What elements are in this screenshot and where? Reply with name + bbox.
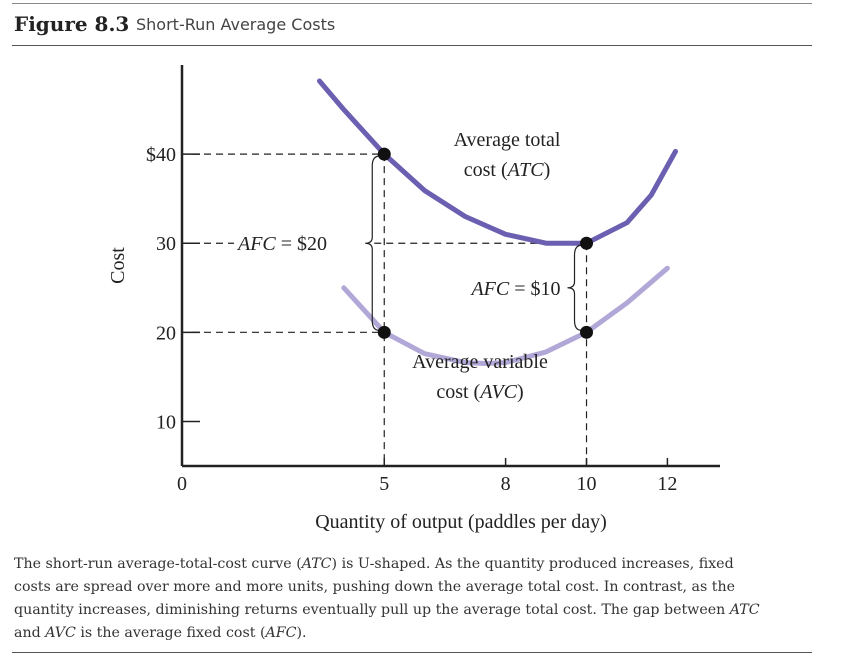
figure-label: Figure 8.3 <box>14 12 130 36</box>
y-tick-label-10: 10 <box>156 411 176 433</box>
caption-text-1b: ) is U-shaped. As the quantity produced … <box>331 556 734 572</box>
caption-text-4-avc: AVC <box>45 625 76 641</box>
caption-text-4a: and <box>14 625 46 641</box>
x-tick-label-5: 5 <box>379 473 389 495</box>
afc-10-label-part-1: = $10 <box>509 278 560 300</box>
atc-label-line-2-part-2: ) <box>544 159 551 181</box>
x-tick-label-10: 10 <box>577 473 597 495</box>
figure-header: Figure 8.3 Short-Run Average Costs <box>12 10 812 40</box>
figure-caption: The short-run average-total-cost curve (… <box>14 553 814 645</box>
x-tick-label-0: 0 <box>177 473 187 495</box>
avc-label-line-2-part-1: AVC <box>478 381 517 403</box>
caption-text-2: costs are spread over more and more unit… <box>14 579 736 595</box>
caption-text-4-afc: AFC <box>265 625 297 641</box>
data-point-3 <box>580 325 594 339</box>
avc-label-line-2-part-0: cost ( <box>436 381 480 403</box>
avc-curve <box>341 265 670 366</box>
bottom-rule <box>12 652 812 653</box>
x-axis-label: Quantity of output (paddles per day) <box>315 511 607 533</box>
caption-text-1-atc: ATC <box>301 556 332 572</box>
avc-label-line-2: cost (AVC) <box>436 381 523 403</box>
caption-text-3-atc: ATC <box>729 602 760 618</box>
atc-label-line-2-part-1: ATC <box>506 159 545 181</box>
atc-label-line-2-part-0: cost ( <box>464 159 508 181</box>
y-tick-label-40: $40 <box>146 144 176 166</box>
data-point-2 <box>580 236 594 250</box>
y-axis-label: Cost <box>107 247 129 284</box>
atc-label-line-1: Average total <box>454 129 561 151</box>
cost-chart: 10 20 30 $40 0 5 8 10 12 Quantity of output (padd… <box>107 65 720 533</box>
data-point-0 <box>377 147 391 161</box>
atc-label-line-2: cost (ATC) <box>464 159 551 181</box>
caption-text-4c: ). <box>296 625 307 641</box>
caption-text-3a: quantity increases, diminishing returns … <box>14 602 730 618</box>
x-tick-label-12: 12 <box>657 473 677 495</box>
avc-label-line-2-part-2: ) <box>517 381 524 403</box>
afc-10-brace <box>567 244 582 331</box>
top-rule <box>12 3 812 4</box>
atc-curve <box>317 78 678 246</box>
afc-20-label-part-0: AFC <box>236 233 276 255</box>
figure-title: Short-Run Average Costs <box>136 15 336 34</box>
afc-10-label: AFC = $10 <box>469 278 560 300</box>
data-point-1 <box>377 325 391 339</box>
caption-text-4b: is the average fixed cost ( <box>75 625 266 641</box>
y-tick-label-20: 20 <box>156 322 176 344</box>
afc-20-label-part-1: = $20 <box>276 233 327 255</box>
x-tick-label-8: 8 <box>501 473 511 495</box>
afc-20-brace <box>365 155 380 331</box>
y-tick-label-30: 30 <box>156 233 176 255</box>
afc-10-label-part-0: AFC <box>469 278 509 300</box>
caption-text-1a: The short-run average-total-cost curve ( <box>14 556 302 572</box>
afc-20-label: AFC = $20 <box>236 233 327 255</box>
header-rule <box>12 45 812 46</box>
avc-label-line-1: Average variable <box>412 351 548 373</box>
